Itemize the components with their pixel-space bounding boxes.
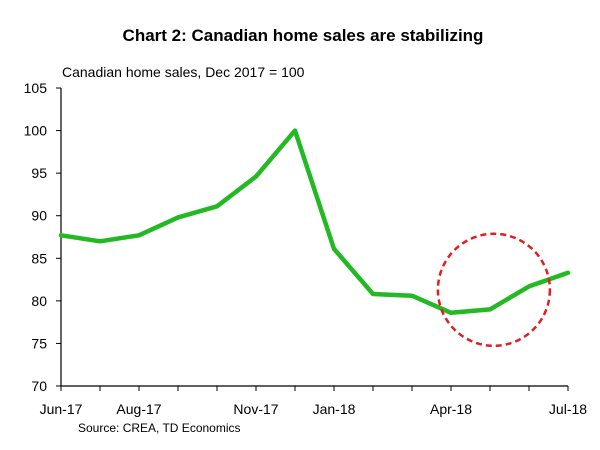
data-point-Jan-18 bbox=[332, 247, 336, 251]
source-note: Source: CREA, TD Economics bbox=[78, 421, 241, 435]
y-tick-label-100: 100 bbox=[24, 123, 48, 139]
x-tick-label-Jun-17: Jun-17 bbox=[40, 401, 83, 417]
data-point-Feb-18 bbox=[371, 292, 375, 296]
y-tick-label-85: 85 bbox=[31, 250, 47, 266]
x-tick-label-Nov-17: Nov-17 bbox=[233, 401, 278, 417]
y-tick-label-80: 80 bbox=[31, 293, 47, 309]
x-tick-label-Apr-18: Apr-18 bbox=[430, 401, 472, 417]
data-point-Apr-18 bbox=[449, 311, 453, 315]
data-point-May-18 bbox=[488, 307, 492, 311]
data-point-Mar-18 bbox=[410, 294, 414, 298]
y-tick-label-95: 95 bbox=[31, 165, 47, 181]
x-tick-label-Jan-18: Jan-18 bbox=[313, 401, 356, 417]
plot-area: 70 75 80 85 90 95 100 105 Jun-17 Aug-17 Nov-17 Jan-… bbox=[24, 80, 588, 417]
data-point-Dec-17 bbox=[293, 129, 297, 133]
data-point-Oct-17 bbox=[215, 204, 219, 208]
data-point-Jun-17 bbox=[59, 233, 63, 237]
y-tick-label-90: 90 bbox=[31, 208, 47, 224]
data-point-Jul-17 bbox=[98, 239, 102, 243]
highlight-circle-annotation bbox=[436, 232, 552, 348]
y-tick-label-105: 105 bbox=[24, 80, 48, 96]
data-point-Jul-18 bbox=[566, 271, 570, 275]
y-tick-label-75: 75 bbox=[31, 335, 47, 351]
data-point-Sep-17 bbox=[176, 215, 180, 219]
x-tick-label-Aug-17: Aug-17 bbox=[116, 401, 161, 417]
chart-subtitle: Canadian home sales, Dec 2017 = 100 bbox=[62, 64, 305, 80]
data-point-Aug-17 bbox=[137, 233, 141, 237]
chart-title: Chart 2: Canadian home sales are stabili… bbox=[123, 26, 484, 45]
y-tick-label-70: 70 bbox=[31, 378, 47, 394]
series-line-0 bbox=[58, 128, 571, 316]
data-point-Jun-18 bbox=[527, 284, 531, 288]
x-tick-label-Jul-18: Jul-18 bbox=[549, 401, 587, 417]
data-point-Nov-17 bbox=[254, 175, 258, 179]
